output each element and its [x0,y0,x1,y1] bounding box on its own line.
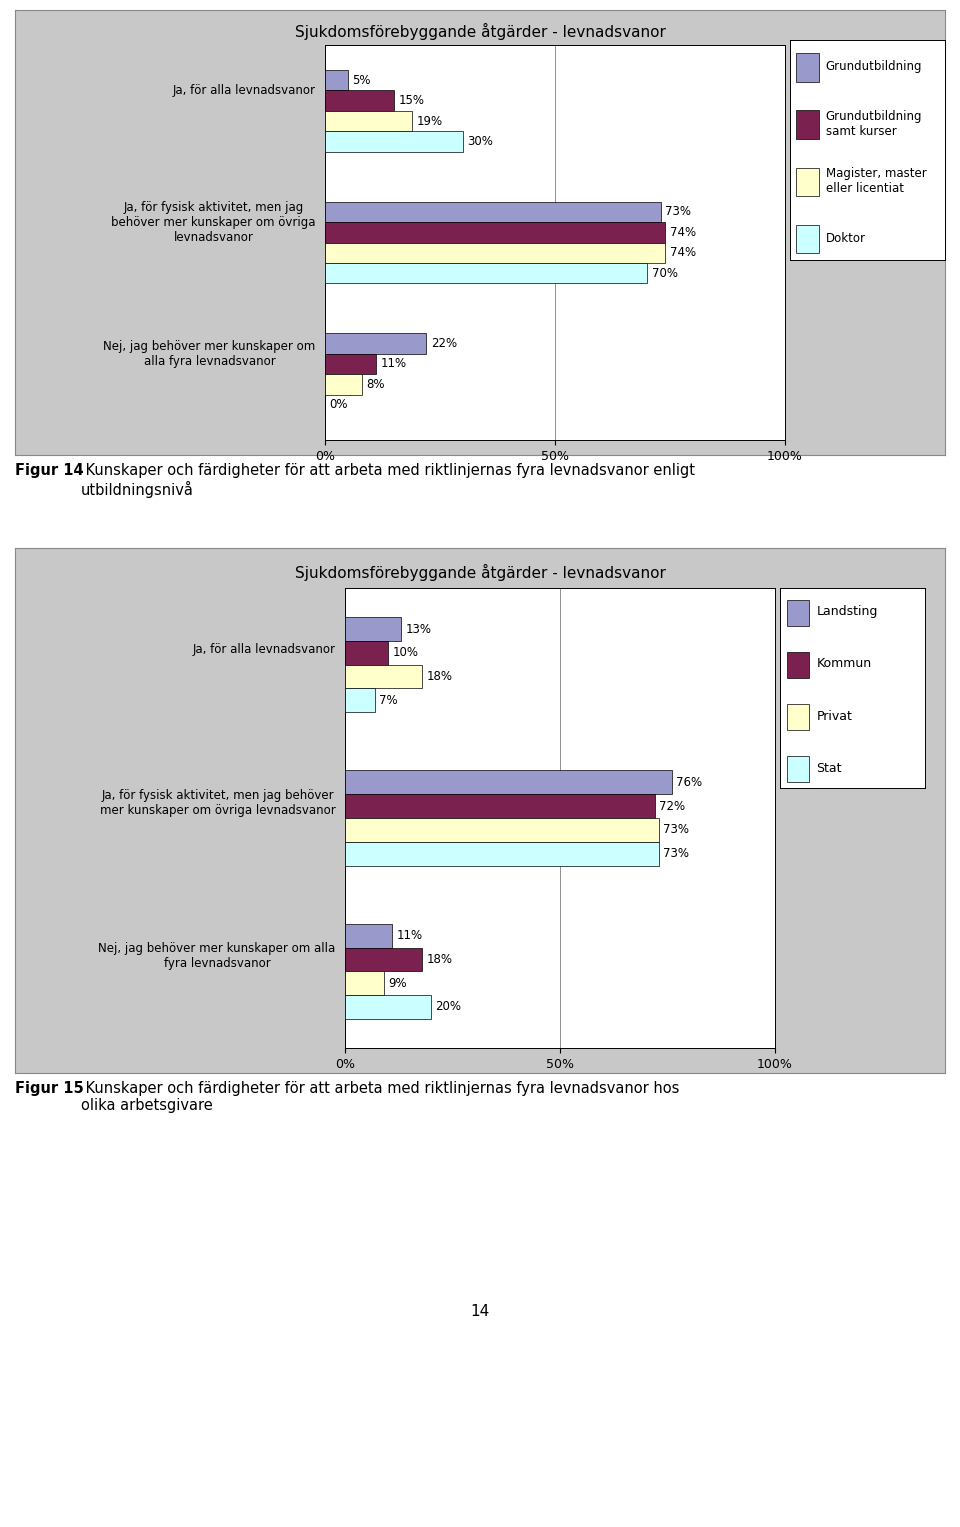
Text: Figur 14: Figur 14 [15,463,84,478]
Text: 74%: 74% [670,246,696,260]
Text: 74%: 74% [670,226,696,238]
Text: Nej, jag behöver mer kunskaper om
alla fyra levnadsvanor: Nej, jag behöver mer kunskaper om alla f… [104,341,316,368]
Bar [345,689,375,712]
Bar [325,70,348,90]
Text: Sjukdomsförebyggande åtgärder - levnadsvanor: Sjukdomsförebyggande åtgärder - levnadsv… [295,563,665,580]
Text: 22%: 22% [431,337,457,350]
Text: Ja, för fysisk aktivitet, men jag behöver
mer kunskaper om övriga levnadsvanor: Ja, för fysisk aktivitet, men jag behöve… [100,789,336,817]
Bar [787,600,809,626]
Text: 70%: 70% [652,267,678,279]
Bar [345,971,384,996]
Text: 73%: 73% [665,206,691,218]
Text: Kunskaper och färdigheter för att arbeta med riktlinjernas fyra levnadsvanor hos: Kunskaper och färdigheter för att arbeta… [82,1081,680,1113]
Bar [345,771,672,794]
Text: Kommun: Kommun [816,658,872,670]
Text: Ja, för alla levnadsvanor: Ja, för alla levnadsvanor [173,84,316,98]
Bar [345,664,422,689]
Bar [345,996,431,1019]
Bar [787,652,809,678]
Bar [325,90,394,111]
Text: 14: 14 [470,1304,490,1318]
Text: 30%: 30% [468,134,493,148]
Bar [345,641,388,664]
Text: 73%: 73% [663,847,689,860]
Bar [796,224,820,253]
Text: 7%: 7% [379,693,398,707]
Bar [345,948,422,971]
Bar [325,333,426,354]
Bar [325,111,413,131]
Text: 15%: 15% [398,95,424,107]
Bar [325,131,463,151]
Bar [796,168,820,195]
Bar [325,374,362,394]
Text: 0%: 0% [329,399,348,411]
Text: Grundutbildning: Grundutbildning [826,60,923,73]
Text: Kunskaper och färdigheter för att arbeta med riktlinjernas fyra levnadsvanor enl: Kunskaper och färdigheter för att arbeta… [82,463,695,498]
Bar [787,756,809,782]
Text: 18%: 18% [426,670,453,683]
Text: 73%: 73% [663,823,689,837]
Bar [345,794,655,818]
Text: Figur 15: Figur 15 [15,1081,84,1096]
Text: 18%: 18% [426,953,453,967]
Text: 11%: 11% [396,930,422,942]
Bar [325,263,647,284]
Bar [345,924,393,948]
Text: 20%: 20% [435,1000,462,1014]
Bar [325,221,665,243]
Text: 10%: 10% [393,646,419,660]
Text: 5%: 5% [352,73,372,87]
Text: Ja, för fysisk aktivitet, men jag
behöver mer kunskaper om övriga
levnadsvanor: Ja, för fysisk aktivitet, men jag behöve… [111,202,316,244]
Text: Doktor: Doktor [826,232,866,244]
Text: 19%: 19% [417,115,444,128]
Text: 9%: 9% [388,977,407,989]
Bar [345,617,401,641]
Text: Stat: Stat [816,762,842,774]
Text: 13%: 13% [405,623,431,635]
Bar [345,841,659,866]
Text: 76%: 76% [676,776,702,789]
Bar [796,53,820,82]
Text: Sjukdomsförebyggande åtgärder - levnadsvanor: Sjukdomsförebyggande åtgärder - levnadsv… [295,23,665,40]
Bar [325,202,660,221]
Text: Landsting: Landsting [816,606,877,618]
Text: Ja, för alla levnadsvanor: Ja, för alla levnadsvanor [193,643,336,657]
Text: 8%: 8% [367,377,385,391]
Text: 72%: 72% [659,800,685,812]
Text: Grundutbildning
samt kurser: Grundutbildning samt kurser [826,110,923,137]
Bar [345,818,659,841]
Bar [325,354,375,374]
Text: Nej, jag behöver mer kunskaper om alla
fyra levnadsvanor: Nej, jag behöver mer kunskaper om alla f… [99,942,336,970]
Bar [787,704,809,730]
Text: 11%: 11% [380,357,406,371]
Bar [325,243,665,263]
Text: Privat: Privat [816,710,852,722]
Bar [796,110,820,139]
Text: Magister, master
eller licentiat: Magister, master eller licentiat [826,166,926,195]
